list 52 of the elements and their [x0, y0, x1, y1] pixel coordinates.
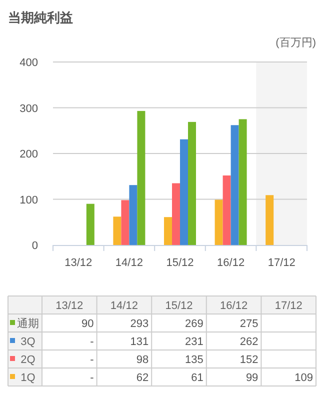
data-label: 231	[185, 336, 204, 348]
bar	[222, 175, 231, 245]
x-tick-label: 17/12	[268, 257, 296, 269]
data-label: 135	[185, 354, 204, 366]
bar	[164, 217, 172, 245]
legend-label: 通期	[17, 317, 39, 330]
data-label: 131	[130, 336, 149, 348]
bar	[137, 110, 146, 245]
category-label: 16/12	[220, 300, 248, 312]
legend-label: 2Q	[20, 354, 36, 366]
y-tick-label: 300	[20, 102, 38, 115]
x-tick-label: 16/12	[217, 257, 245, 269]
chart-title: 当期純利益	[8, 10, 73, 25]
data-label: 109	[294, 372, 313, 384]
data-label: 61	[191, 372, 204, 384]
category-label: 13/12	[56, 300, 84, 312]
legend-label: 1Q	[20, 372, 36, 384]
bar	[113, 216, 122, 245]
bar	[180, 139, 188, 245]
data-label: 275	[240, 318, 258, 330]
bar	[214, 200, 223, 245]
bar	[86, 204, 94, 245]
text: -	[90, 336, 94, 348]
bar	[188, 122, 196, 245]
text: 17/12	[274, 300, 302, 312]
data-label: 262	[240, 336, 258, 348]
text: -	[90, 372, 94, 384]
y-tick-label: 200	[20, 148, 38, 160]
y-tick-label: 400	[20, 57, 38, 69]
category-label: 15/12	[165, 300, 193, 312]
category-label: 14/12	[110, 300, 138, 312]
bar	[121, 200, 130, 245]
bar	[172, 183, 180, 245]
y-axis-title: (百万円)	[276, 37, 316, 49]
y-tick-label: 100	[20, 194, 38, 206]
data-label: 269	[185, 318, 204, 330]
data-label: 98	[136, 354, 149, 366]
data-label: 62	[136, 372, 149, 384]
x-tick-label: 14/12	[115, 257, 143, 269]
x-tick-label: 15/12	[166, 257, 194, 269]
x-tick-label: 13/12	[64, 257, 92, 269]
data-label: 152	[240, 354, 258, 366]
bar	[238, 119, 247, 245]
bar	[266, 195, 274, 245]
data-label: 293	[130, 318, 149, 330]
data-label: 99	[246, 372, 258, 384]
text: -	[90, 354, 94, 366]
bar	[129, 185, 138, 245]
y-tick-label: 0	[32, 240, 38, 252]
data-label: 90	[82, 318, 94, 330]
legend-label: 3Q	[20, 336, 36, 348]
bar	[230, 125, 239, 245]
